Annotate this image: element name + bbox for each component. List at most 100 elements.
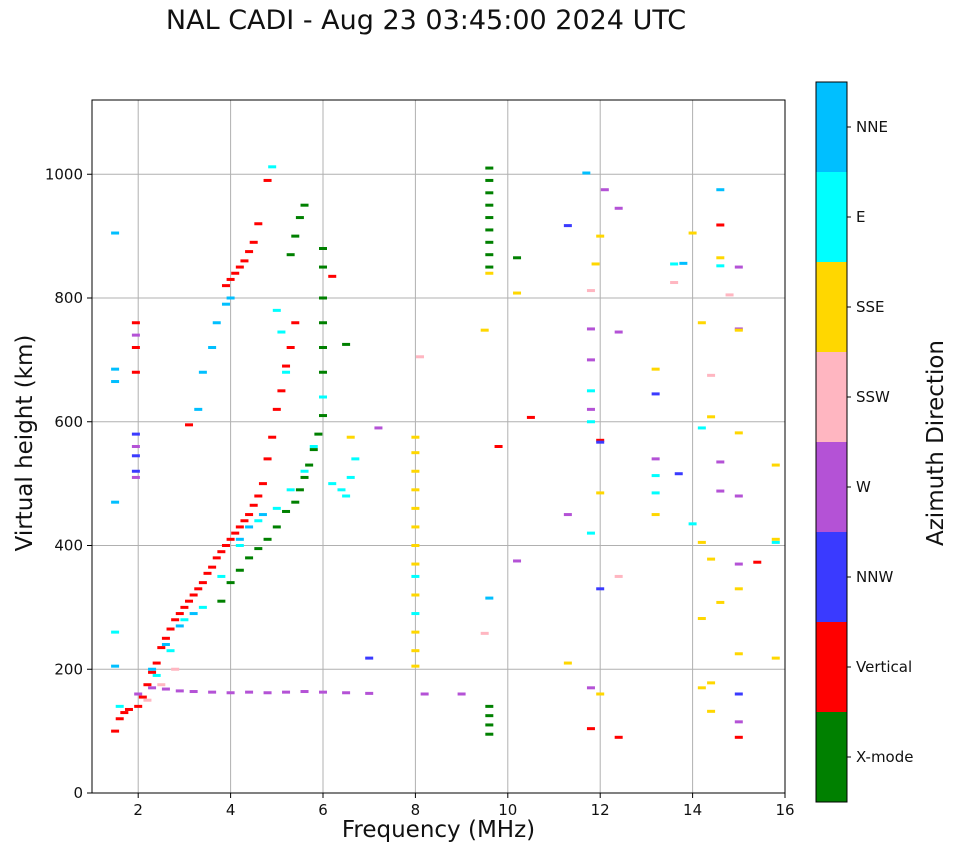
data-point-xmode [282, 509, 291, 513]
data-point-w [734, 720, 743, 724]
data-point-vertical [120, 711, 129, 715]
data-point-xmode [485, 240, 494, 244]
data-point-vertical [231, 531, 240, 535]
data-point-vertical [171, 618, 180, 622]
data-point-e [351, 457, 360, 461]
data-point-e [651, 491, 660, 495]
data-point-sse [707, 709, 716, 713]
data-point-vertical [131, 370, 140, 374]
data-point-vertical [194, 587, 203, 591]
data-point-e [286, 488, 295, 492]
data-point-e [697, 426, 706, 430]
data-point-nne [111, 380, 120, 384]
data-point-vertical [189, 593, 198, 597]
data-point-vertical [226, 537, 235, 541]
data-point-sse [591, 262, 600, 266]
data-point-e [152, 673, 161, 677]
data-point-nnw [596, 587, 605, 591]
data-point-xmode [319, 247, 327, 250]
data-point-nne [175, 624, 184, 628]
colorbar-tick-label: E [856, 208, 865, 226]
data-point-e [115, 704, 124, 708]
x-tick-label: 8 [411, 801, 421, 819]
data-point-vertical [134, 704, 143, 708]
data-point-nne [111, 664, 120, 668]
data-point-vertical [240, 259, 249, 263]
data-point-ssw [480, 631, 489, 635]
data-point-sse [734, 652, 743, 656]
y-tick-label: 400 [54, 537, 83, 555]
data-point-xmode [319, 414, 327, 418]
data-point-vertical [212, 556, 221, 560]
data-point-nne [212, 321, 221, 325]
data-point-nne [189, 612, 198, 616]
y-tick-label: 200 [54, 660, 83, 678]
data-point-xmode [485, 714, 494, 718]
data-point-e [346, 475, 355, 479]
data-point-nne [111, 367, 120, 371]
colorbar-tick-label: Vertical [856, 658, 912, 676]
data-point-w [563, 513, 572, 517]
data-point-e [309, 445, 318, 448]
data-point-sse [707, 415, 716, 419]
data-point-e [342, 494, 351, 498]
data-point-nne [226, 296, 235, 300]
data-point-w [457, 692, 466, 696]
data-point-xmode [245, 556, 254, 560]
data-point-vertical [161, 636, 170, 640]
data-point-sse [734, 431, 743, 435]
colorbar-tick-label: SSE [856, 298, 885, 316]
data-point-vertical [175, 612, 184, 616]
data-point-vertical [115, 717, 124, 721]
y-tick-label: 600 [54, 413, 83, 431]
data-point-e [198, 605, 207, 609]
data-point-nne [258, 513, 267, 517]
data-point-xmode [254, 547, 263, 551]
data-point-sse [596, 692, 605, 696]
data-point-sse [716, 256, 725, 260]
data-point-nne [161, 643, 170, 646]
data-point-xmode [485, 178, 494, 182]
data-point-e [716, 264, 725, 268]
data-point-xmode [319, 296, 327, 300]
data-point-nnw [563, 224, 572, 228]
data-point-xmode [295, 216, 304, 220]
data-point-e [282, 370, 291, 374]
y-axis-label: Virtual height (km) [12, 334, 38, 552]
data-point-sse [346, 435, 355, 439]
y-tick-label: 0 [73, 784, 83, 802]
data-point-vertical [235, 265, 244, 269]
data-point-vertical [185, 599, 194, 603]
data-point-xmode [235, 568, 244, 572]
data-point-vertical [245, 250, 254, 254]
data-point-ssw [586, 289, 595, 293]
data-point-e [411, 574, 420, 578]
data-point-xmode [485, 732, 494, 736]
data-point-w [734, 265, 743, 269]
data-point-w [651, 457, 660, 461]
data-point-w [263, 691, 272, 695]
data-point-w [614, 206, 623, 210]
colorbar-segment [816, 172, 847, 262]
data-point-w [342, 691, 351, 695]
data-point-vertical [249, 503, 258, 507]
colorbar-tick-label: SSW [856, 388, 890, 406]
x-tick-label: 4 [226, 801, 236, 819]
data-point-nne [148, 667, 157, 671]
data-point-vertical [124, 707, 133, 711]
data-point-sse [480, 328, 489, 332]
data-point-e [272, 506, 281, 510]
data-point-xmode [295, 488, 304, 492]
data-point-e [586, 389, 595, 393]
data-point-nne [235, 537, 244, 541]
data-point-xmode [300, 475, 309, 479]
colorbar-label: Azimuth Direction [923, 340, 949, 546]
data-point-e [272, 308, 281, 312]
data-point-xmode [319, 370, 327, 374]
data-point-vertical [249, 240, 258, 244]
data-point-w [586, 407, 595, 411]
data-point-vertical [328, 274, 337, 278]
axis-ticks: 2 4 6 8 10 12 14 16 0 200 400 600 800 1000 [45, 165, 795, 819]
data-point-sse [411, 451, 420, 455]
data-point-vertical [131, 321, 140, 325]
